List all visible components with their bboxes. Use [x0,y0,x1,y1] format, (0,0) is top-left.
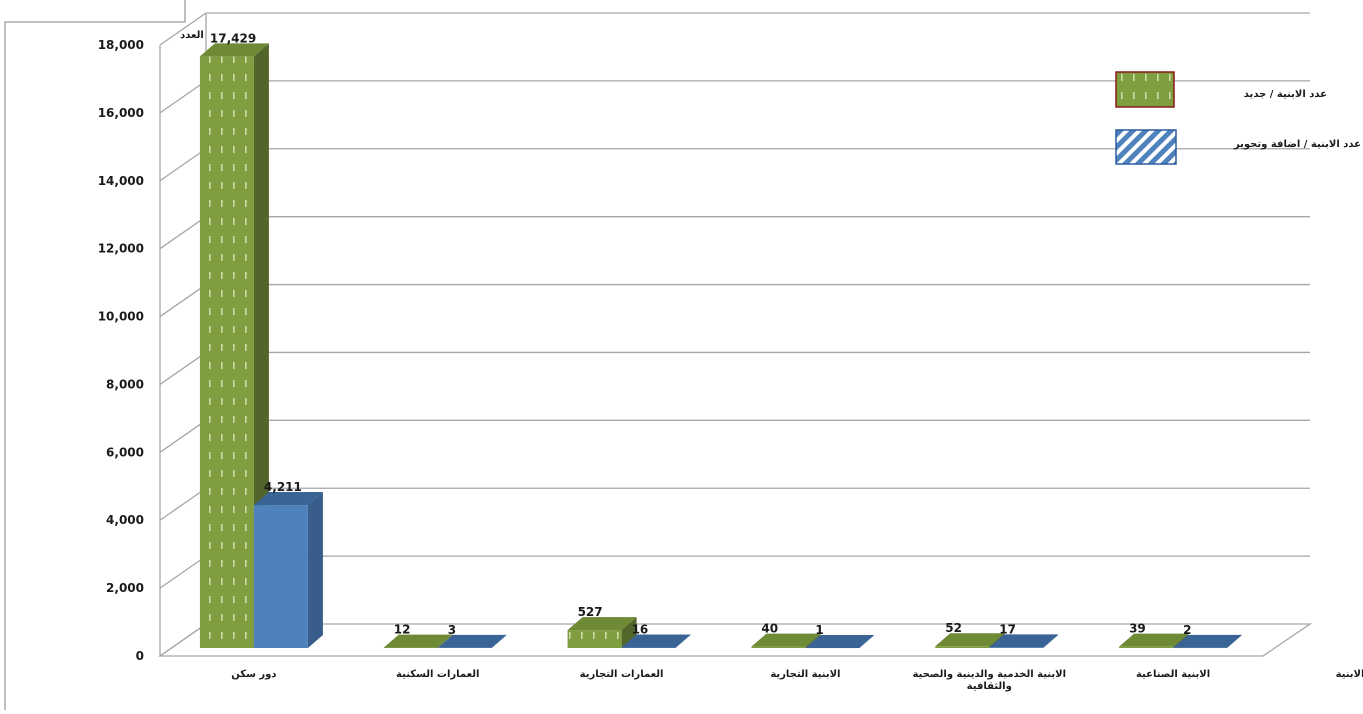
legend-swatch-new [1116,72,1174,107]
data-label: 52 [945,621,962,635]
data-label: 16 [632,622,649,636]
bar-modification [254,505,308,648]
bar-new [935,646,989,648]
y-tick-label: 2,000 [106,581,144,595]
bar-new [568,630,622,648]
data-label: 39 [1129,622,1146,636]
bar-modification-side [308,492,323,648]
legend-swatch-modification [1116,130,1176,164]
data-label: 3 [448,623,456,637]
x-category-label: والثقافية [967,681,1012,692]
bar-modification [989,647,1043,648]
x-category-label: العمارات السكنية [396,669,479,680]
x-category-label: العمارات التجارية [580,669,664,680]
data-label: 17 [999,622,1016,636]
x-category-label: الابنية الخدمية والدينية والصحية [912,669,1066,680]
gridline-side [160,285,206,317]
data-label: 527 [578,605,603,619]
data-label: 2 [1183,623,1191,637]
x-category-label: الابنية التجارية [770,669,840,680]
bar-new [200,56,254,648]
y-tick-label: 6,000 [106,445,144,459]
x-category-label: الابنية الصناعية [1136,669,1210,680]
chart-frame [5,0,185,710]
x-axis-title: الابنية [1336,669,1363,680]
data-label: 40 [761,622,778,636]
y-tick-label: 16,000 [98,106,144,120]
y-tick-label: 14,000 [98,174,144,188]
gridline-side [160,217,206,249]
y-tick-label: 8,000 [106,377,144,391]
legend-label-modification: عدد الابنية / اضافة وتحوير [1233,139,1361,150]
y-tick-label: 12,000 [98,242,144,256]
gridline-side [160,352,206,384]
data-label: 12 [394,623,411,637]
data-label: 4,211 [264,480,302,494]
y-tick-label: 0 [136,649,144,663]
bar-modification [622,647,676,648]
data-label: 1 [815,623,823,637]
y-axis-title: العدد [180,30,204,41]
gridline-side [160,556,206,588]
gridline-side [160,149,206,181]
legend-label-new: عدد الابنية / جديد [1244,89,1327,100]
data-label: 17,429 [210,31,256,45]
y-tick-label: 4,000 [106,513,144,527]
gridline-side [160,488,206,520]
y-tick-label: 10,000 [98,310,144,324]
bar-new [1119,647,1173,648]
gridline-side [160,81,206,113]
x-category-label: دور سكن [231,669,276,680]
bar-new [751,647,805,648]
gridline-side [160,420,206,452]
y-tick-label: 18,000 [98,38,144,52]
